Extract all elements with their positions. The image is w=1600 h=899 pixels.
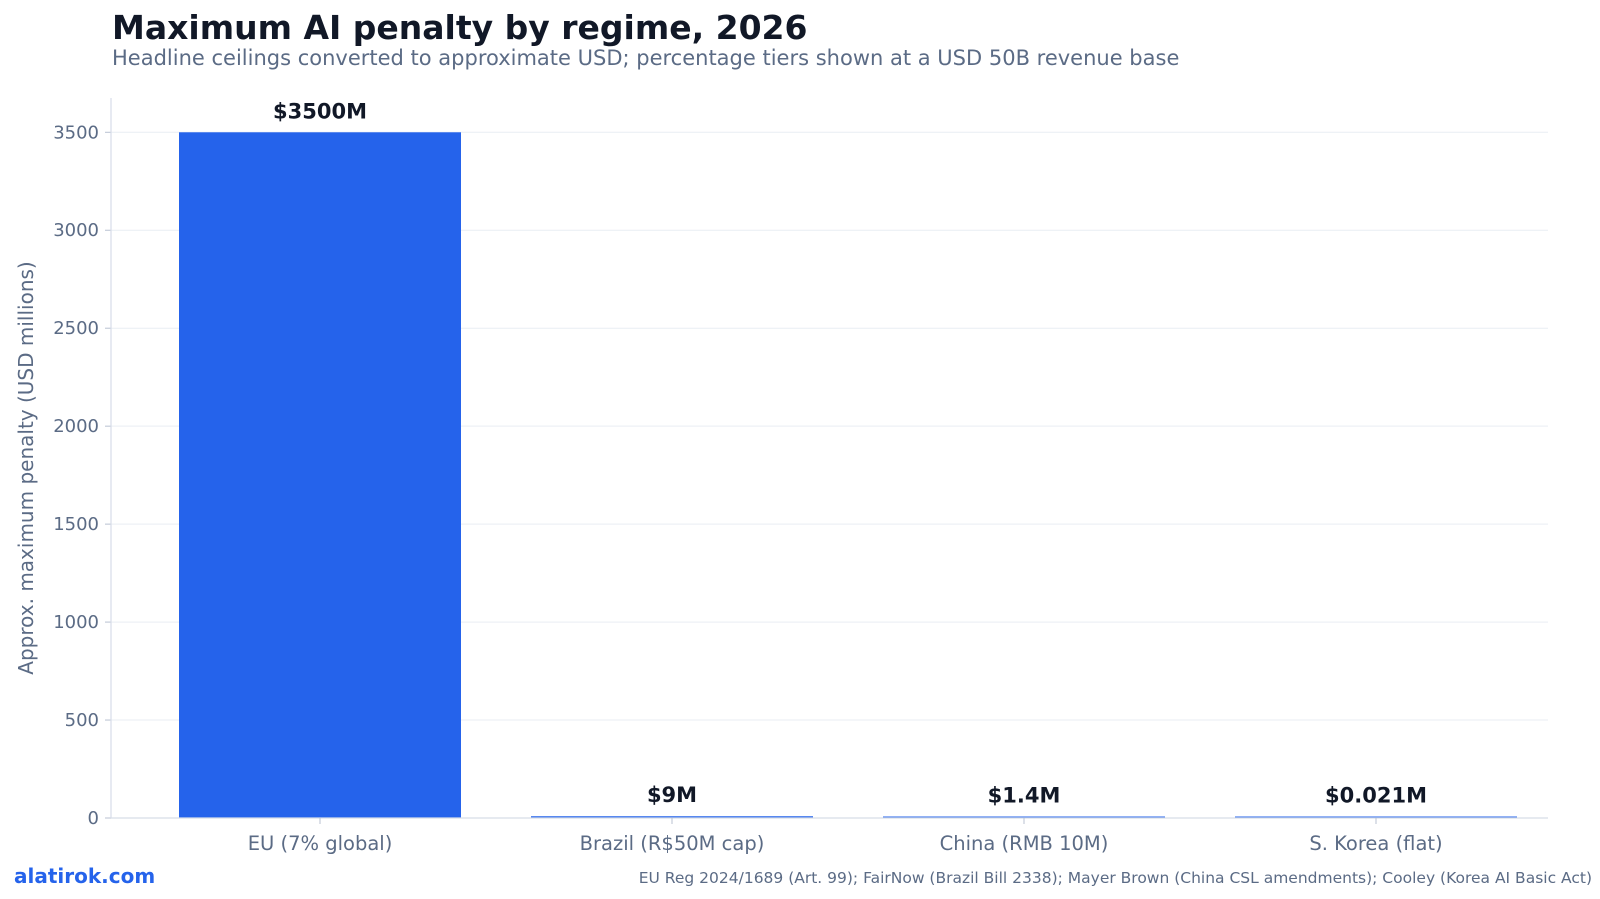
data-label: $3500M [273, 99, 367, 123]
y-tick-label: 2500 [53, 318, 99, 339]
y-tick-label: 3000 [53, 220, 99, 241]
x-tick-label: Brazil (R$50M cap) [580, 832, 765, 855]
x-tick-label: S. Korea (flat) [1309, 832, 1442, 855]
y-tick-label: 500 [65, 710, 99, 731]
y-tick-label: 2000 [53, 416, 99, 437]
x-tick-label: EU (7% global) [248, 832, 393, 855]
source-note: EU Reg 2024/1689 (Art. 99); FairNow (Bra… [638, 869, 1592, 887]
y-tick-label: 0 [88, 808, 99, 829]
data-label: $0.021M [1325, 784, 1427, 808]
y-tick-label: 1000 [53, 612, 99, 633]
bar [531, 816, 813, 818]
chart-subtitle: Headline ceilings converted to approxima… [112, 46, 1180, 70]
brand-link[interactable]: alatirok.com [14, 864, 156, 888]
data-label: $9M [647, 783, 697, 807]
bar [883, 816, 1165, 818]
y-tick-label: 3500 [53, 122, 99, 143]
bar [179, 132, 461, 819]
axes [105, 98, 1548, 824]
bar [1235, 816, 1517, 818]
data-label: $1.4M [988, 784, 1061, 808]
chart-title: Maximum AI penalty by regime, 2026 [112, 8, 808, 47]
labels: 0 500 1000 1500 2000 2500 3000 3500 EU (7% globa… [14, 99, 1443, 855]
x-tick-label: China (RMB 10M) [940, 832, 1109, 855]
bars [179, 132, 1517, 819]
y-tick-label: 1500 [53, 514, 99, 535]
y-axis-title: Approx. maximum penalty (USD millions) [14, 261, 38, 674]
